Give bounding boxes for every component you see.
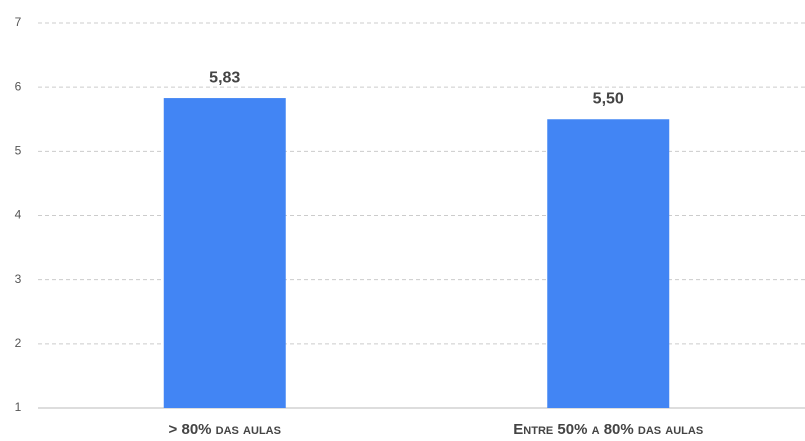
value-label: 5,83 xyxy=(209,69,240,86)
y-tick-label: 5 xyxy=(15,144,22,158)
value-label: 5,50 xyxy=(593,90,624,107)
x-tick-label: Entre 50% a 80% das aulas xyxy=(513,421,703,438)
y-tick-label: 1 xyxy=(15,400,22,414)
y-tick-label: 6 xyxy=(15,79,22,93)
y-tick-label: 7 xyxy=(15,15,22,29)
bar xyxy=(547,119,670,408)
y-tick-label: 2 xyxy=(15,336,22,350)
bar xyxy=(163,98,286,408)
y-tick-label: 3 xyxy=(15,272,22,286)
x-tick-label: > 80% das aulas xyxy=(169,421,281,438)
y-tick-label: 4 xyxy=(15,208,22,222)
